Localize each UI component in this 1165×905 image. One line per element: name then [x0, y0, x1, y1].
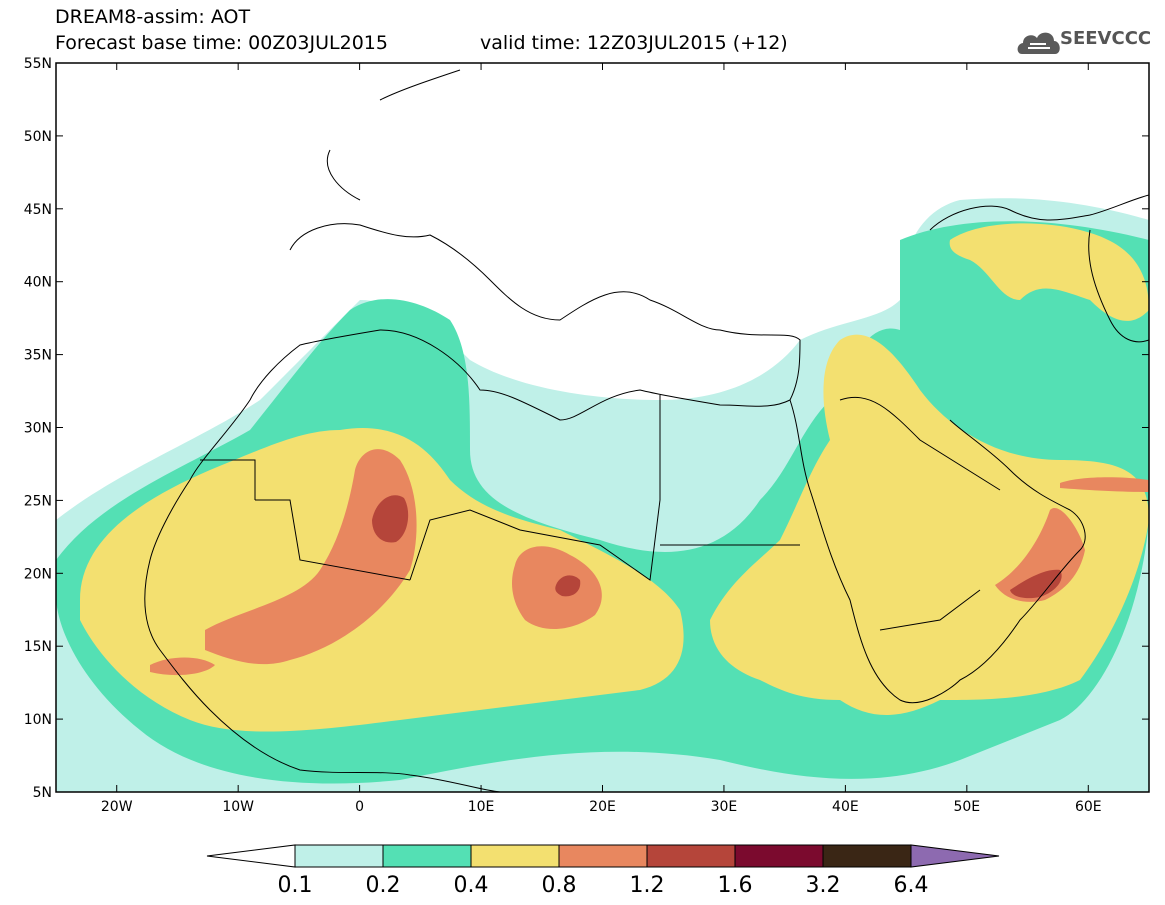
colorbar-swatch — [470, 844, 560, 868]
aot-band-1.2-oman — [1010, 569, 1062, 599]
aot-band-0.8-gulf — [1060, 477, 1149, 492]
y-tick-label: 10N — [24, 712, 52, 728]
x-tick-label: 20E — [589, 799, 616, 815]
colorbar-label: 0.4 — [454, 873, 489, 898]
colorbar-label: 1.6 — [718, 873, 753, 898]
x-tick-label: 20W — [101, 799, 133, 815]
x-tick-label: 30E — [711, 799, 738, 815]
colorbar-label: 0.1 — [278, 873, 313, 898]
y-tick-label: 15N — [24, 639, 52, 655]
aot-field — [56, 63, 1149, 792]
colorbar: 0.1 0.2 0.4 0.8 1.2 1.6 3.2 6.4 — [206, 844, 1000, 898]
y-tick-label: 45N — [24, 202, 52, 218]
colorbar-swatch — [558, 844, 648, 868]
colorbar-min-arrow — [206, 844, 296, 868]
x-tick-label: 10E — [468, 799, 495, 815]
x-tick-label: 60E — [1075, 799, 1102, 815]
aot-band-1.2-chad — [555, 575, 581, 597]
coastlines — [144, 69, 1149, 792]
y-tick-label: 25N — [24, 493, 52, 509]
y-tick-label: 50N — [24, 129, 52, 145]
colorbar-label: 0.2 — [366, 873, 401, 898]
colorbar-label: 3.2 — [806, 873, 841, 898]
aot-band-0.8-gambia — [150, 657, 215, 676]
aot-band-1.2-algeria — [372, 495, 409, 543]
aot-band-0.8-oman — [995, 508, 1085, 602]
x-tick-label: 50E — [953, 799, 980, 815]
colorbar-max-arrow — [910, 844, 1000, 868]
y-tick-label: 30N — [24, 421, 52, 437]
logo-text: SEEVCCC — [1060, 28, 1152, 49]
base-time-label: Forecast base time: 00Z03JUL2015 — [55, 32, 388, 54]
y-axis: 5N 10N 15N 20N 25N 30N 35N 40N 45N 50N 55N — [24, 56, 1149, 801]
y-tick-label: 20N — [24, 566, 52, 582]
chart-title: DREAM8-assim: AOT — [55, 6, 251, 28]
colorbar-swatch — [382, 844, 472, 868]
colorbar-label: 6.4 — [894, 873, 929, 898]
y-tick-label: 55N — [24, 56, 52, 72]
colorbar-label: 0.8 — [542, 873, 577, 898]
y-tick-label: 35N — [24, 348, 52, 364]
x-tick-label: 10W — [222, 799, 254, 815]
cloud-logo-icon — [1017, 32, 1060, 54]
colorbar-label: 1.2 — [630, 873, 665, 898]
colorbar-swatch — [822, 844, 912, 868]
x-tick-label: 40E — [832, 799, 859, 815]
x-tick-label: 0 — [355, 799, 364, 815]
y-tick-label: 5N — [33, 785, 52, 801]
y-tick-label: 40N — [24, 275, 52, 291]
aot-band-0.8-sahara — [205, 449, 417, 665]
colorbar-swatch — [734, 844, 824, 868]
aot-band-0.4-east — [710, 334, 1149, 715]
valid-time-label: valid time: 12Z03JUL2015 (+12) — [480, 32, 788, 54]
x-axis: 20W 10W 0 10E 20E 30E 40E 50E 60E — [101, 63, 1102, 815]
colorbar-swatch — [294, 844, 384, 868]
colorbar-swatch — [646, 844, 736, 868]
